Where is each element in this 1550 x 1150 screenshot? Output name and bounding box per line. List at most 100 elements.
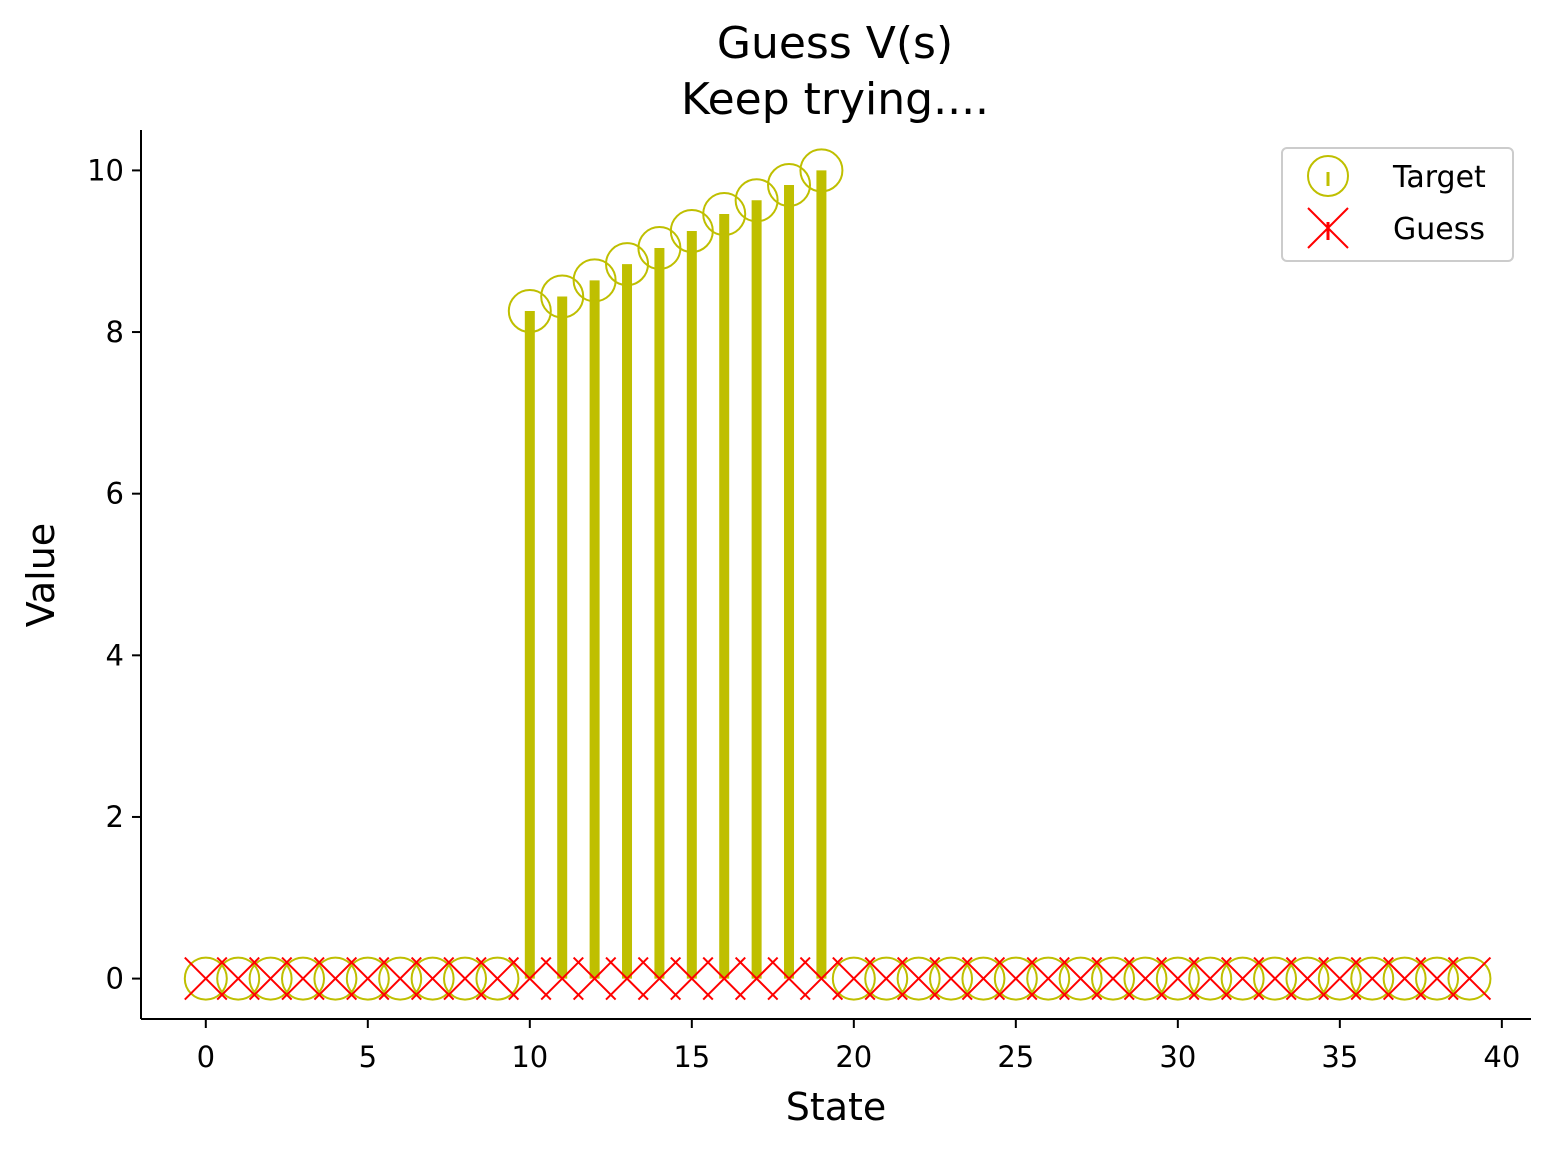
y-tick-label-5: 10 <box>87 153 124 187</box>
target-point-28 <box>1091 956 1136 1001</box>
y-tick-label-2: 4 <box>106 638 124 672</box>
target-point-36 <box>1350 956 1395 1001</box>
guess-point-33 <box>1253 956 1297 1001</box>
guess-point-16 <box>702 956 746 1001</box>
guess-point-25 <box>994 956 1038 1001</box>
guess-point-13 <box>605 956 649 1001</box>
guess-point-7 <box>410 956 455 1001</box>
target-point-5 <box>345 956 390 1001</box>
x-tick-label-4: 20 <box>835 1040 872 1074</box>
guess-point-2 <box>248 956 293 1001</box>
target-point-22 <box>896 956 941 1001</box>
x-tick-label-5: 25 <box>997 1040 1034 1074</box>
legend-target-marker <box>1307 155 1349 197</box>
x-tick-label-3: 15 <box>673 1040 710 1074</box>
target-point-19 <box>799 148 844 193</box>
x-tick-label-6: 30 <box>1159 1040 1196 1074</box>
x-axis-label: State <box>786 1085 887 1129</box>
legend-guess-marker <box>1307 207 1349 249</box>
guess-point-37 <box>1382 956 1427 1001</box>
y-tick-label-4: 8 <box>106 315 124 349</box>
guess-point-29 <box>1123 956 1168 1001</box>
guess-point-3 <box>281 956 325 1001</box>
target-point-27 <box>1058 956 1103 1001</box>
guess-point-23 <box>929 956 973 1001</box>
target-point-11 <box>540 274 585 319</box>
y-tick-label-1: 2 <box>106 800 124 834</box>
x-tick-label-1: 5 <box>359 1040 377 1074</box>
guess-point-20 <box>832 956 876 1001</box>
target-point-13 <box>605 242 650 287</box>
target-point-38 <box>1415 956 1460 1001</box>
guess-point-26 <box>1026 956 1070 1001</box>
guess-point-18 <box>767 956 811 1001</box>
target-point-21 <box>864 956 909 1001</box>
target-point-35 <box>1317 956 1362 1001</box>
target-point-32 <box>1220 956 1265 1001</box>
chart-title-line-2: Keep trying.... <box>681 74 989 125</box>
guess-point-5 <box>346 956 390 1001</box>
guess-point-12 <box>572 956 617 1001</box>
target-point-30 <box>1155 956 1200 1001</box>
target-point-10 <box>507 289 552 334</box>
plot-marks <box>183 148 1492 1001</box>
chart-title-line-1: Guess V(s) <box>717 18 953 69</box>
y-tick-label-3: 6 <box>106 477 124 511</box>
target-point-0 <box>183 956 228 1001</box>
guess-point-1 <box>216 956 260 1001</box>
target-point-33 <box>1253 956 1298 1001</box>
guess-point-36 <box>1350 956 1394 1001</box>
target-point-31 <box>1188 956 1233 1001</box>
legend-frame <box>1281 147 1514 262</box>
target-point-17 <box>734 178 779 223</box>
y-axis-label: Value <box>19 523 63 627</box>
legend: Target Guess <box>1281 147 1514 262</box>
legend-target-label: Target <box>1392 160 1486 195</box>
x-ticks: 0 5 10 15 20 25 30 35 40 <box>197 1019 1520 1074</box>
guess-point-24 <box>961 956 1006 1001</box>
guess-point-19 <box>799 956 844 1001</box>
target-point-25 <box>993 956 1038 1001</box>
guess-point-14 <box>637 956 682 1001</box>
guess-point-28 <box>1091 956 1135 1001</box>
guess-point-9 <box>475 956 520 1001</box>
guess-point-15 <box>670 956 714 1001</box>
guess-point-31 <box>1188 956 1232 1001</box>
guess-point-35 <box>1318 956 1362 1001</box>
target-point-18 <box>767 162 812 207</box>
target-point-37 <box>1382 956 1427 1001</box>
guess-point-0 <box>184 956 228 1001</box>
x-tick-label-8: 40 <box>1483 1040 1520 1074</box>
guess-point-39 <box>1447 956 1492 1001</box>
guess-point-34 <box>1285 956 1330 1001</box>
guess-point-4 <box>313 956 358 1001</box>
target-point-8 <box>443 956 488 1001</box>
target-point-1 <box>216 956 261 1001</box>
guess-point-32 <box>1220 956 1265 1001</box>
target-point-29 <box>1123 956 1168 1001</box>
target-point-9 <box>475 956 520 1001</box>
target-point-12 <box>572 258 617 303</box>
y-ticks: 0 2 4 6 8 10 <box>87 153 141 996</box>
target-point-6 <box>378 956 423 1001</box>
guess-point-8 <box>443 956 487 1001</box>
target-point-23 <box>929 956 974 1001</box>
target-point-16 <box>702 192 747 237</box>
guess-point-27 <box>1058 956 1103 1001</box>
target-point-7 <box>410 956 455 1001</box>
target-point-24 <box>961 956 1006 1001</box>
guess-point-30 <box>1156 956 1200 1001</box>
target-point-20 <box>831 956 876 1001</box>
x-tick-label-2: 10 <box>511 1040 548 1074</box>
guess-point-11 <box>540 956 584 1001</box>
guess-point-38 <box>1415 956 1459 1001</box>
guess-point-10 <box>508 956 552 1001</box>
target-point-34 <box>1285 956 1330 1001</box>
target-point-2 <box>248 956 293 1001</box>
guess-point-21 <box>864 956 908 1001</box>
target-point-4 <box>313 956 358 1001</box>
target-point-39 <box>1447 956 1492 1001</box>
target-point-3 <box>281 956 326 1001</box>
target-point-26 <box>1026 956 1071 1001</box>
